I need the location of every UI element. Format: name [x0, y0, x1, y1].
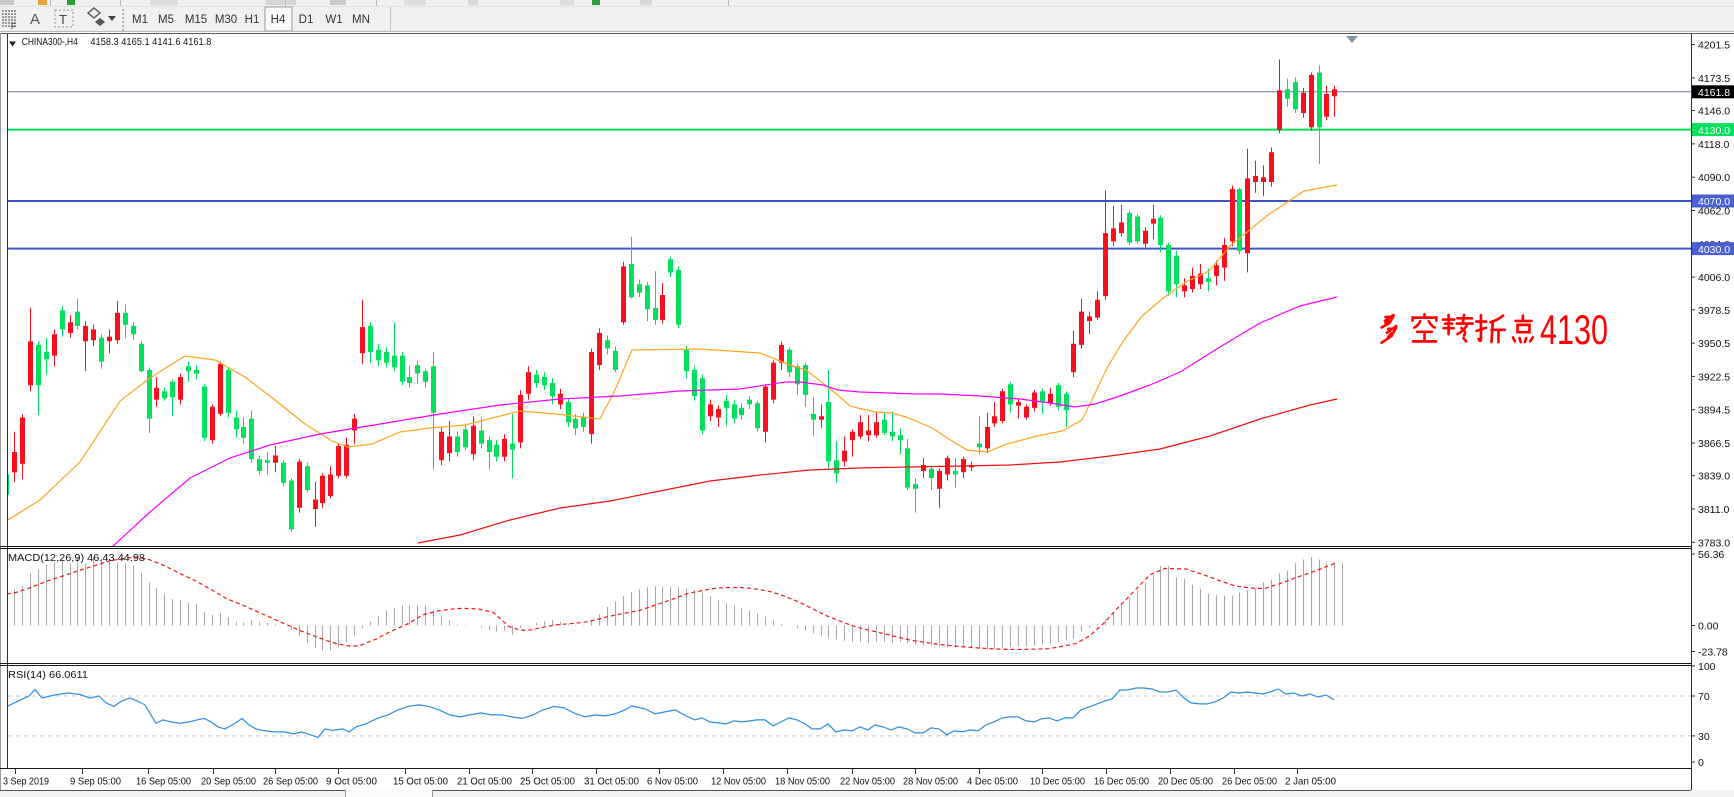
svg-text:4090.0: 4090.0	[1698, 172, 1730, 184]
svg-text:4201.5: 4201.5	[1698, 40, 1730, 52]
svg-text:70: 70	[1698, 691, 1710, 703]
svg-text:H1: H1	[245, 14, 260, 26]
svg-text:4158.3 4165.1 4141.6 4161.8: 4158.3 4165.1 4141.6 4161.8	[90, 37, 211, 48]
svg-text:D1: D1	[299, 14, 314, 26]
svg-text:56.36: 56.36	[1698, 549, 1724, 561]
svg-text:4130.0: 4130.0	[1698, 125, 1730, 137]
svg-text:16 Dec 05:00: 16 Dec 05:00	[1094, 777, 1149, 788]
svg-text:F: F	[11, 22, 16, 31]
svg-text:3950.5: 3950.5	[1698, 338, 1730, 350]
svg-text:21 Oct 05:00: 21 Oct 05:00	[457, 777, 512, 788]
svg-text:28 Nov 05:00: 28 Nov 05:00	[903, 777, 958, 788]
svg-text:3866.5: 3866.5	[1698, 438, 1730, 450]
svg-text:4146.0: 4146.0	[1698, 106, 1730, 118]
svg-text:30: 30	[1698, 731, 1710, 743]
svg-text:100: 100	[1698, 661, 1716, 673]
svg-text:3922.5: 3922.5	[1698, 371, 1730, 383]
svg-text:16 Sep 05:00: 16 Sep 05:00	[136, 777, 191, 788]
svg-text:4062.0: 4062.0	[1698, 206, 1730, 218]
svg-text:26 Dec 05:00: 26 Dec 05:00	[1222, 777, 1277, 788]
svg-text:3894.5: 3894.5	[1698, 405, 1730, 417]
svg-text:25 Oct 05:00: 25 Oct 05:00	[520, 777, 575, 788]
svg-text:20 Sep 05:00: 20 Sep 05:00	[201, 777, 256, 788]
svg-text:22 Nov 05:00: 22 Nov 05:00	[840, 777, 895, 788]
svg-text:2 Jan 05:00: 2 Jan 05:00	[1285, 777, 1336, 788]
svg-text:MN: MN	[352, 14, 370, 26]
svg-text:M15: M15	[185, 14, 207, 26]
svg-text:6 Nov 05:00: 6 Nov 05:00	[647, 777, 698, 788]
svg-text:A: A	[30, 11, 40, 28]
svg-text:26 Sep 05:00: 26 Sep 05:00	[263, 777, 318, 788]
svg-text:10 Dec 05:00: 10 Dec 05:00	[1030, 777, 1085, 788]
svg-text:18 Nov 05:00: 18 Nov 05:00	[775, 777, 830, 788]
svg-text:4161.8: 4161.8	[1698, 87, 1730, 99]
svg-text:3811.0: 3811.0	[1698, 504, 1729, 516]
svg-text:3 Sep 2019: 3 Sep 2019	[3, 777, 49, 788]
svg-text:0.00: 0.00	[1698, 621, 1719, 633]
svg-text:0: 0	[1698, 757, 1704, 769]
svg-text:4070.0: 4070.0	[1698, 196, 1730, 208]
svg-text:12 Nov 05:00: 12 Nov 05:00	[711, 777, 766, 788]
svg-text:9 Oct 05:00: 9 Oct 05:00	[326, 777, 377, 788]
svg-text:M1: M1	[132, 14, 148, 26]
svg-text:4 Dec 05:00: 4 Dec 05:00	[967, 777, 1018, 788]
svg-text:4130: 4130	[1540, 306, 1608, 353]
svg-text:RSI(14) 66.0611: RSI(14) 66.0611	[8, 669, 88, 681]
svg-text:3839.0: 3839.0	[1698, 471, 1730, 483]
svg-text:4030.0: 4030.0	[1698, 244, 1730, 256]
svg-text:15 Oct 05:00: 15 Oct 05:00	[393, 777, 448, 788]
svg-text:MACD(12,26,9) 46.43 44.98: MACD(12,26,9) 46.43 44.98	[8, 552, 145, 564]
svg-text:4173.5: 4173.5	[1698, 73, 1730, 85]
svg-text:4006.0: 4006.0	[1698, 272, 1730, 284]
svg-text:20 Dec 05:00: 20 Dec 05:00	[1158, 777, 1213, 788]
svg-text:T: T	[59, 12, 67, 27]
svg-text:M5: M5	[158, 14, 174, 26]
svg-text:CHINA300-,H4: CHINA300-,H4	[22, 37, 78, 48]
svg-text:3783.0: 3783.0	[1698, 537, 1730, 549]
svg-text:31 Oct 05:00: 31 Oct 05:00	[584, 777, 639, 788]
svg-text:H4: H4	[271, 14, 286, 26]
svg-text:M30: M30	[215, 14, 237, 26]
svg-text:4118.0: 4118.0	[1698, 139, 1729, 151]
svg-text:9 Sep 05:00: 9 Sep 05:00	[70, 777, 121, 788]
svg-text:W1: W1	[325, 14, 342, 26]
svg-text:-23.78: -23.78	[1698, 647, 1728, 659]
svg-text:3978.5: 3978.5	[1698, 305, 1730, 317]
